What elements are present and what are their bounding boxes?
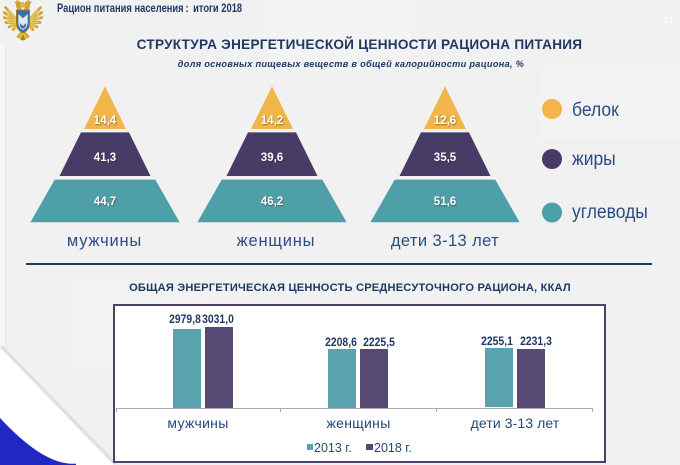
svg-text:51,6: 51,6	[434, 196, 456, 208]
svg-text:14,4: 14,4	[94, 115, 117, 127]
svg-text:46,2: 46,2	[261, 196, 283, 208]
svg-text:41,3: 41,3	[94, 152, 116, 164]
svg-text:39,6: 39,6	[261, 152, 283, 164]
svg-text:44,7: 44,7	[94, 196, 116, 208]
svg-text:12,6: 12,6	[434, 115, 456, 127]
svg-text:14,2: 14,2	[261, 115, 283, 127]
svg-text:35,5: 35,5	[434, 152, 457, 164]
